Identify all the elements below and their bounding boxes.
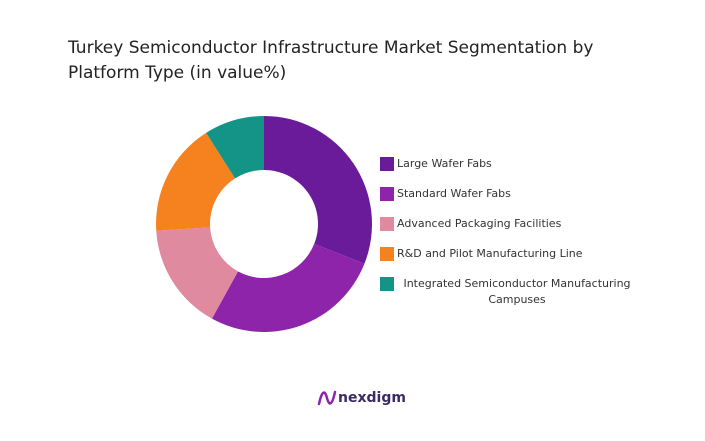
donut-slice — [156, 227, 238, 319]
donut-slice — [156, 132, 236, 231]
legend-swatch — [380, 157, 394, 171]
logo-icon — [317, 390, 337, 406]
legend-swatch — [380, 247, 394, 261]
donut-slice — [206, 116, 264, 179]
legend-item: Standard Wafer Fabs — [380, 186, 640, 202]
chart-title: Turkey Semiconductor Infrastructure Mark… — [68, 38, 594, 83]
legend: Large Wafer Fabs Standard Wafer Fabs Advan… — [380, 156, 640, 322]
legend-label: Standard Wafer Fabs — [397, 187, 511, 200]
legend-item: Integrated Semiconductor Manufacturing C… — [380, 276, 640, 308]
legend-item: R&D and Pilot Manufacturing Line — [380, 246, 640, 262]
legend-label: R&D and Pilot Manufacturing Line — [397, 247, 583, 260]
legend-item: Large Wafer Fabs — [380, 156, 640, 172]
legend-swatch — [380, 187, 394, 201]
legend-label: Integrated Semiconductor Manufacturing C… — [403, 277, 631, 306]
legend-swatch — [380, 217, 394, 231]
logo: nexdigm — [316, 388, 406, 408]
donut-slice — [264, 116, 373, 264]
legend-item: Advanced Packaging Facilities — [380, 216, 640, 232]
legend-label: Large Wafer Fabs — [397, 157, 492, 170]
legend-swatch — [380, 277, 394, 291]
logo-text: nexdigm — [338, 390, 406, 406]
legend-label: Advanced Packaging Facilities — [397, 217, 562, 230]
donut-slice — [211, 243, 365, 332]
